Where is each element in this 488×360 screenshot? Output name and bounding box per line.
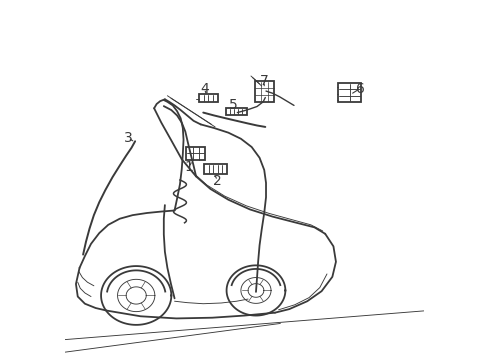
FancyBboxPatch shape xyxy=(204,164,226,174)
Text: 7: 7 xyxy=(259,75,268,89)
Text: 2: 2 xyxy=(213,174,222,188)
FancyBboxPatch shape xyxy=(338,83,360,102)
FancyBboxPatch shape xyxy=(225,108,246,115)
FancyBboxPatch shape xyxy=(198,94,218,102)
Text: 4: 4 xyxy=(200,82,208,95)
Text: 3: 3 xyxy=(123,131,132,145)
Text: 6: 6 xyxy=(355,82,364,95)
FancyBboxPatch shape xyxy=(186,147,204,160)
Text: 1: 1 xyxy=(184,161,193,175)
FancyBboxPatch shape xyxy=(254,81,274,102)
Text: 5: 5 xyxy=(228,98,237,112)
